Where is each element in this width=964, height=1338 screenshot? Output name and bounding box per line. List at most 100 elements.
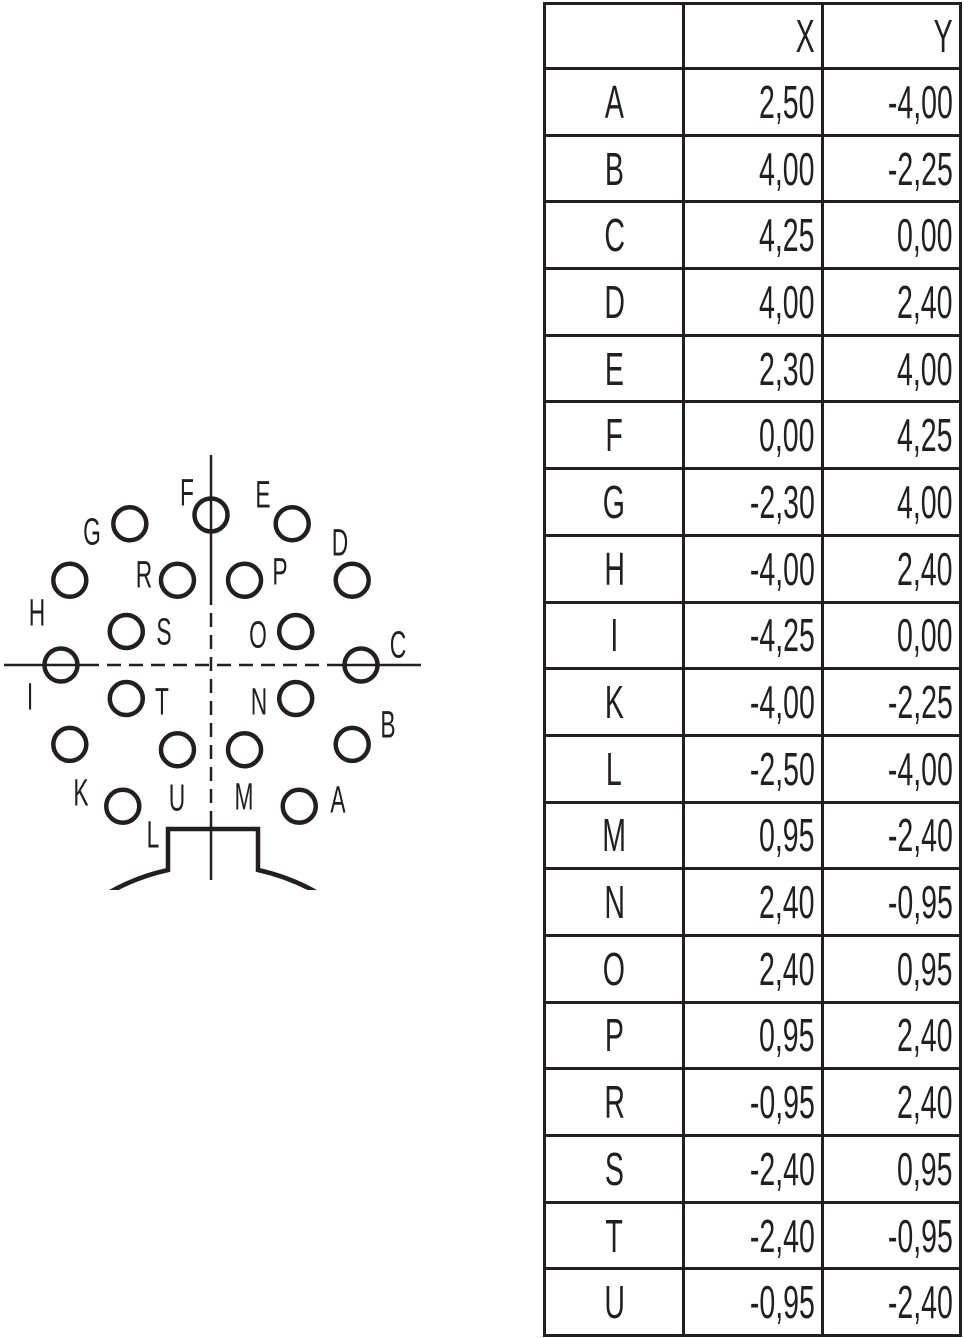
cell-x: -4,00 [682, 533, 824, 604]
table-row: O 2,40 0,95 [542, 933, 963, 1004]
pin-label-S: S [156, 611, 171, 653]
cell-x: -2,50 [682, 733, 824, 804]
pin-S [107, 612, 146, 651]
pin-A [280, 787, 318, 825]
connector-outline [109, 826, 317, 890]
cell-pin: P [542, 1000, 686, 1071]
cell-pin: N [542, 867, 686, 937]
table-row: I -4,25 0,00 [542, 600, 963, 671]
table-row: E 2,30 4,00 [542, 333, 963, 404]
cell-x: -4,25 [682, 600, 824, 671]
connector-pin-layout: ABC D E F GHI K L M NOP RST U [4, 455, 421, 890]
pin-T [107, 679, 146, 718]
cell-y: 4,25 [820, 400, 963, 471]
table-row: T -2,40 -0,95 [542, 1200, 963, 1271]
cell-x: 4,00 [682, 133, 824, 204]
cell-x: 4,00 [682, 267, 824, 337]
pin-label-M: M [235, 776, 254, 818]
cell-pin: L [542, 733, 686, 804]
cell-x: -0,95 [682, 1067, 824, 1137]
pin-D [333, 561, 371, 600]
cell-y: 2,40 [820, 1000, 963, 1071]
pin-G [111, 505, 149, 543]
cell-pin: A [542, 67, 686, 137]
cell-y: 2,40 [820, 533, 963, 604]
cell-pin: K [542, 667, 686, 737]
cell-y: -2,40 [820, 1267, 963, 1338]
table-row: L -2,50 -4,00 [542, 733, 963, 804]
cell-y: 0,95 [820, 1134, 963, 1204]
cell-y: -0,95 [820, 867, 963, 937]
cell-pin: H [542, 533, 686, 604]
cell-x: -2,30 [682, 467, 824, 537]
table-row: C 4,25 0,00 [542, 200, 963, 271]
cell-y: -2,25 [820, 667, 963, 737]
cell-x: 2,40 [682, 933, 824, 1004]
pin-C [342, 646, 380, 684]
pin-label-E: E [255, 474, 270, 516]
pin-K [51, 725, 89, 764]
pin-R [158, 561, 197, 600]
cell-pin: B [542, 133, 686, 204]
cell-y: -0,95 [820, 1200, 963, 1271]
pin-label-D: D [332, 522, 348, 564]
cell-y: 4,00 [820, 467, 963, 537]
cell-y: -4,00 [820, 67, 963, 137]
pin-label-H: H [29, 592, 45, 634]
cell-y: -2,40 [820, 800, 963, 871]
table-row: N 2,40 -0,95 [542, 867, 963, 937]
table-row: R -0,95 2,40 [542, 1067, 963, 1137]
table-row: H -4,00 2,40 [542, 533, 963, 604]
cell-y: 4,00 [820, 333, 963, 404]
cell-y: -4,00 [820, 733, 963, 804]
header-x: X [682, 2, 824, 70]
cell-y: 2,40 [820, 267, 963, 337]
pin-coordinates-table: X Y A 2,50 -4,00 B 4,00 -2,25 C 4,25 0,00 D 4,00 2,… [542, 2, 963, 1338]
cell-x: 2,50 [682, 67, 824, 137]
table-row: M 0,95 -2,40 [542, 800, 963, 871]
pin-label-L: L [147, 814, 160, 856]
cell-y: 0,00 [820, 600, 963, 671]
pin-label-N: N [251, 681, 267, 723]
cell-x: -2,40 [682, 1134, 824, 1204]
table-row: U -0,95 -2,40 [542, 1267, 963, 1338]
cell-pin: C [542, 200, 686, 271]
cell-x: 0,95 [682, 1000, 824, 1071]
pin-label-F: F [180, 472, 194, 514]
table-row: P 0,95 2,40 [542, 1000, 963, 1071]
cell-x: -4,00 [682, 667, 824, 737]
cell-pin: M [542, 800, 686, 871]
cell-x: 0,00 [682, 400, 824, 471]
pin-F [192, 496, 230, 534]
pin-L [104, 787, 142, 825]
cell-x: 4,25 [682, 200, 824, 271]
cell-pin: G [542, 467, 686, 537]
cell-pin: S [542, 1134, 686, 1204]
pin-E [273, 505, 311, 543]
cell-x: 2,30 [682, 333, 824, 404]
pin-label-G: G [83, 511, 101, 553]
table-row: D 4,00 2,40 [542, 267, 963, 337]
pin-label-T: T [155, 681, 169, 723]
pin-label-I: I [27, 676, 33, 718]
table-header-row: X Y [542, 2, 963, 70]
cell-pin: D [542, 267, 686, 337]
pin-I [42, 646, 80, 684]
cell-y: -2,25 [820, 133, 963, 204]
pin-label-U: U [169, 777, 185, 819]
cell-y: 2,40 [820, 1067, 963, 1137]
pin-M [225, 730, 264, 769]
cell-pin: O [542, 933, 686, 1004]
pin-label-O: O [249, 614, 267, 656]
cell-pin: R [542, 1067, 686, 1137]
cell-pin: I [542, 600, 686, 671]
cell-y: 0,00 [820, 200, 963, 271]
cell-pin: F [542, 400, 686, 471]
table-row: A 2,50 -4,00 [542, 67, 963, 137]
table-row: B 4,00 -2,25 [542, 133, 963, 204]
table-row: F 0,00 4,25 [542, 400, 963, 471]
cell-pin: U [542, 1267, 686, 1338]
pin-label-R: R [136, 554, 152, 596]
table-row: G -2,30 4,00 [542, 467, 963, 537]
pin-H [51, 561, 89, 600]
